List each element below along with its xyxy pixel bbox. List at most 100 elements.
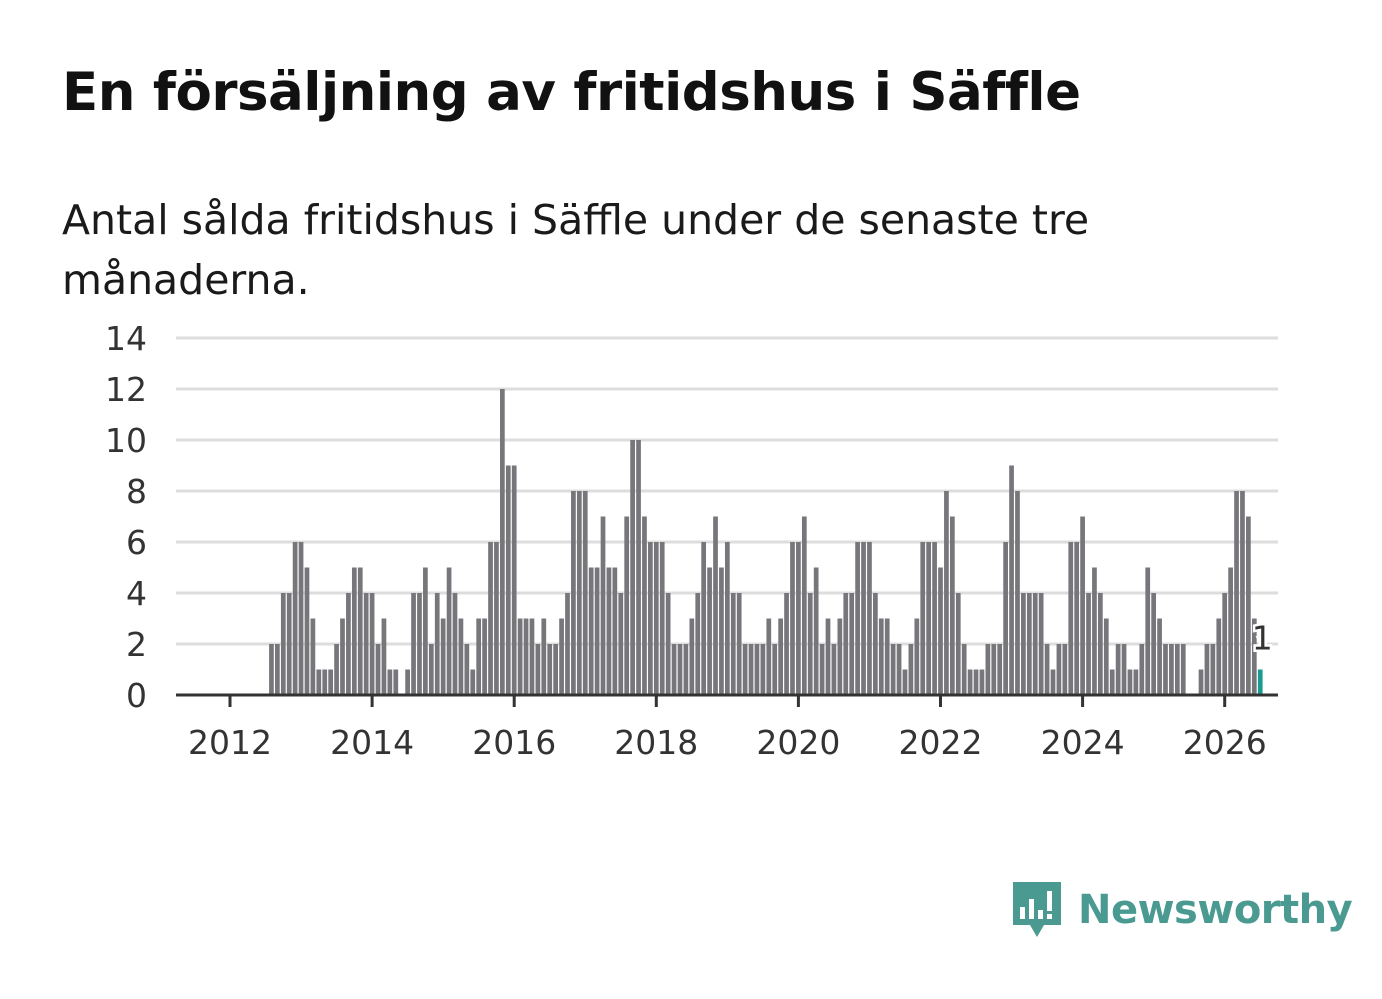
bar	[1222, 593, 1228, 695]
bar	[298, 542, 304, 695]
bar	[878, 618, 884, 695]
bar	[594, 567, 600, 695]
bar	[351, 567, 357, 695]
bar	[772, 644, 778, 695]
bar	[648, 542, 653, 695]
bar	[748, 644, 754, 695]
bar	[1068, 542, 1074, 695]
bar	[600, 516, 606, 695]
bar	[1015, 491, 1020, 695]
bar	[1032, 593, 1038, 695]
bar	[807, 593, 813, 695]
last-value-label: 1	[1252, 619, 1273, 658]
x-tick-label: 2024	[1041, 723, 1125, 762]
bar	[1003, 542, 1008, 695]
bar	[417, 593, 422, 695]
bar	[405, 669, 410, 695]
bar	[1086, 593, 1091, 695]
bar	[269, 644, 274, 695]
bar	[754, 644, 760, 695]
bar	[1098, 593, 1103, 695]
bar	[328, 669, 334, 695]
bar	[488, 542, 493, 695]
bar	[677, 644, 683, 695]
bar	[683, 644, 689, 695]
bar	[1139, 644, 1145, 695]
bar	[286, 593, 292, 695]
bar	[618, 593, 624, 695]
x-tick-label: 2026	[1183, 723, 1267, 762]
bar	[1127, 669, 1133, 695]
y-tick-label: 14	[105, 319, 147, 358]
bar	[1163, 644, 1168, 695]
bar	[1121, 644, 1127, 695]
y-tick-label: 10	[105, 421, 147, 460]
bar	[1174, 644, 1180, 695]
bar	[275, 644, 280, 695]
bar	[713, 516, 718, 695]
bar	[831, 644, 837, 695]
bar	[908, 644, 914, 695]
bar	[440, 618, 446, 695]
bar	[1228, 567, 1233, 695]
bar	[867, 542, 872, 695]
bar	[1056, 644, 1062, 695]
chart-title: En försäljning av fritidshus i Säffle	[62, 62, 1081, 123]
bar	[760, 644, 766, 695]
bar	[1216, 618, 1222, 695]
bar	[1009, 465, 1014, 695]
y-tick-label: 0	[126, 676, 147, 715]
bar	[985, 644, 991, 695]
bar	[979, 669, 985, 695]
bar	[428, 644, 434, 695]
bar	[967, 669, 973, 695]
bar	[582, 491, 588, 695]
x-tick-label: 2018	[614, 723, 698, 762]
bar	[861, 542, 866, 695]
bar	[890, 644, 896, 695]
y-tick-label: 4	[126, 574, 147, 613]
bar	[1240, 491, 1245, 695]
bar	[843, 593, 849, 695]
bar	[304, 567, 310, 695]
bar	[1251, 618, 1257, 695]
brand-name: Newsworthy	[1078, 887, 1353, 933]
bar	[801, 516, 807, 695]
bar	[1062, 644, 1068, 695]
bar	[541, 618, 547, 695]
bar	[387, 669, 393, 695]
bar	[1151, 593, 1157, 695]
bar	[914, 618, 920, 695]
bar	[1145, 567, 1151, 695]
bar	[559, 618, 564, 695]
bar	[363, 593, 369, 695]
bar	[322, 669, 328, 695]
brand-logo: Newsworthy	[1010, 878, 1353, 942]
bars	[269, 389, 1263, 695]
bar	[813, 567, 819, 695]
bar	[1234, 491, 1239, 695]
bar	[292, 542, 298, 695]
bar	[624, 516, 630, 695]
bar	[612, 567, 618, 695]
bar	[393, 669, 399, 695]
x-tick-label: 2012	[188, 723, 272, 762]
bar	[1050, 669, 1056, 695]
bar	[884, 618, 890, 695]
bar	[973, 669, 979, 695]
bar	[997, 644, 1003, 695]
bar	[1026, 593, 1032, 695]
bar	[819, 644, 825, 695]
bar	[955, 593, 961, 695]
bar	[1115, 644, 1121, 695]
bar-highlight	[1257, 669, 1263, 695]
bar	[310, 618, 316, 695]
bar	[316, 669, 322, 695]
bar	[423, 567, 428, 695]
y-axis-labels: 0 2 4 6 8 10 12 14	[105, 319, 147, 715]
bar	[499, 389, 505, 695]
bar	[1157, 618, 1162, 695]
bar	[464, 644, 470, 695]
bar	[434, 593, 440, 695]
bar	[606, 567, 612, 695]
